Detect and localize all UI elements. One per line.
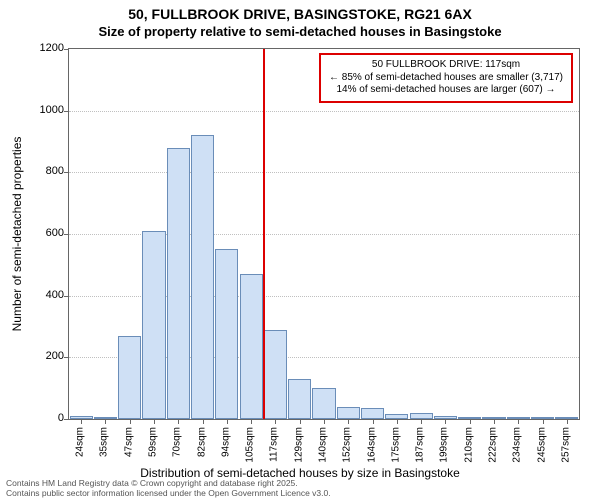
histogram-bar — [118, 336, 141, 419]
xtick-label: 152sqm — [342, 427, 353, 463]
xtick-mark — [421, 419, 422, 424]
y-axis-label: Number of semi-detached properties — [10, 48, 24, 420]
highlight-line — [263, 49, 265, 419]
xtick-label: 175sqm — [390, 427, 401, 463]
ytick-mark — [64, 296, 69, 297]
histogram-bar — [142, 231, 165, 419]
xtick-label: 35sqm — [99, 427, 110, 457]
plot-area: 50 FULLBROOK DRIVE: 117sqm← 85% of semi-… — [68, 48, 580, 420]
histogram-bar — [288, 379, 311, 419]
legend-line: 14% of semi-detached houses are larger (… — [329, 84, 563, 97]
xtick-label: 234sqm — [512, 427, 523, 463]
histogram-bar — [215, 249, 238, 419]
ytick-label: 0 — [24, 412, 64, 424]
gridline — [69, 111, 579, 112]
xtick-label: 59sqm — [148, 427, 159, 457]
xtick-label: 94sqm — [220, 427, 231, 457]
xtick-label: 199sqm — [439, 427, 450, 463]
ytick-label: 600 — [24, 227, 64, 239]
ytick-label: 400 — [24, 289, 64, 301]
xtick-mark — [203, 419, 204, 424]
xtick-mark — [470, 419, 471, 424]
xtick-mark — [494, 419, 495, 424]
gridline — [69, 172, 579, 173]
xtick-mark — [81, 419, 82, 424]
xtick-label: 105sqm — [245, 427, 256, 463]
xtick-label: 70sqm — [172, 427, 183, 457]
ytick-mark — [64, 49, 69, 50]
xtick-label: 47sqm — [123, 427, 134, 457]
histogram-bar — [167, 148, 190, 419]
xtick-mark — [105, 419, 106, 424]
xtick-mark — [300, 419, 301, 424]
xtick-label: 24sqm — [75, 427, 86, 457]
ytick-label: 1000 — [24, 104, 64, 116]
xtick-label: 117sqm — [269, 427, 280, 462]
xtick-label: 164sqm — [366, 427, 377, 463]
xtick-label: 140sqm — [318, 427, 329, 463]
histogram-bar — [240, 274, 263, 419]
ytick-mark — [64, 111, 69, 112]
attribution-line: Contains public sector information licen… — [6, 489, 331, 498]
xtick-mark — [275, 419, 276, 424]
legend-line: ← 85% of semi-detached houses are smalle… — [329, 72, 563, 85]
histogram-bar — [361, 408, 384, 419]
xtick-mark — [348, 419, 349, 424]
xtick-label: 82sqm — [196, 427, 207, 457]
xtick-label: 210sqm — [463, 427, 474, 463]
xtick-mark — [178, 419, 179, 424]
histogram-bar — [191, 135, 214, 419]
xtick-label: 257sqm — [560, 427, 571, 463]
xtick-mark — [154, 419, 155, 424]
chart-subtitle: Size of property relative to semi-detach… — [0, 24, 600, 39]
xtick-mark — [518, 419, 519, 424]
histogram-bar — [312, 388, 335, 419]
attribution-text: Contains HM Land Registry data © Crown c… — [6, 479, 331, 498]
xtick-label: 129sqm — [293, 427, 304, 463]
legend-box: 50 FULLBROOK DRIVE: 117sqm← 85% of semi-… — [319, 53, 573, 103]
xtick-label: 222sqm — [488, 427, 499, 463]
histogram-bar — [264, 330, 287, 419]
legend-line: 50 FULLBROOK DRIVE: 117sqm — [329, 59, 563, 72]
xtick-mark — [324, 419, 325, 424]
chart-title: 50, FULLBROOK DRIVE, BASINGSTOKE, RG21 6… — [0, 6, 600, 22]
ytick-mark — [64, 234, 69, 235]
ytick-label: 800 — [24, 165, 64, 177]
xtick-mark — [130, 419, 131, 424]
xtick-mark — [373, 419, 374, 424]
xtick-mark — [567, 419, 568, 424]
ytick-mark — [64, 172, 69, 173]
xtick-label: 245sqm — [536, 427, 547, 463]
ytick-label: 1200 — [24, 42, 64, 54]
xtick-mark — [543, 419, 544, 424]
xtick-label: 187sqm — [415, 427, 426, 463]
xtick-mark — [251, 419, 252, 424]
xtick-mark — [227, 419, 228, 424]
property-size-histogram: 50, FULLBROOK DRIVE, BASINGSTOKE, RG21 6… — [0, 0, 600, 500]
histogram-bar — [337, 407, 360, 419]
ytick-label: 200 — [24, 350, 64, 362]
xtick-mark — [397, 419, 398, 424]
ytick-mark — [64, 357, 69, 358]
xtick-mark — [445, 419, 446, 424]
ytick-mark — [64, 419, 69, 420]
